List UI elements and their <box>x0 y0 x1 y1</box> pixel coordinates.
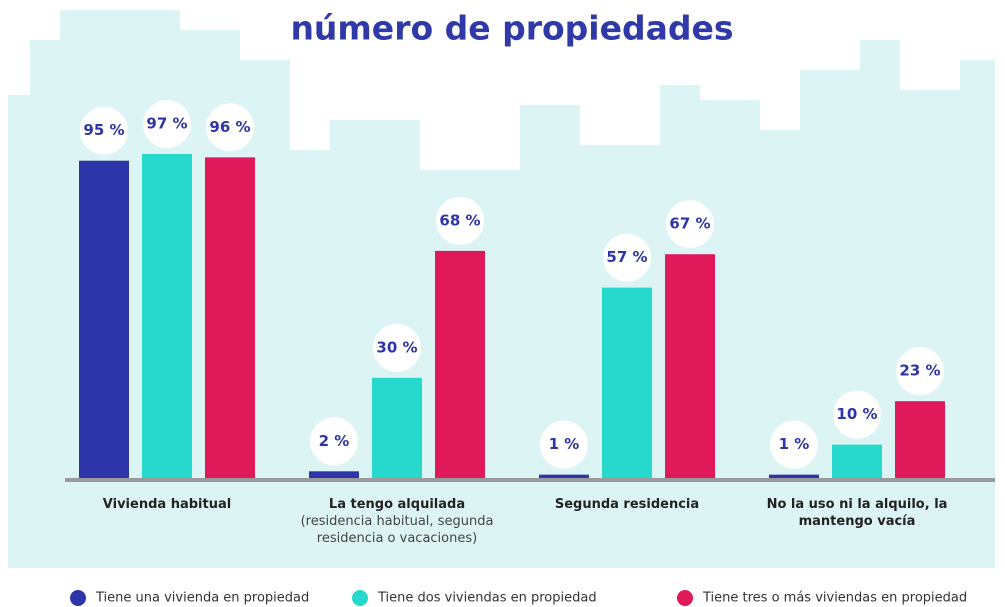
category-name: La tengo alquilada <box>328 497 466 512</box>
value-label: 23 % <box>899 362 940 380</box>
value-label-bubble <box>80 106 128 155</box>
bar <box>665 254 715 478</box>
value-label: 10 % <box>836 405 877 423</box>
value-label: 67 % <box>669 215 710 233</box>
value-label-bubble <box>666 200 714 249</box>
bar <box>142 154 192 478</box>
value-label: 95 % <box>83 121 124 139</box>
bar <box>309 471 359 478</box>
value-label: 68 % <box>439 211 480 229</box>
value-label-bubble <box>603 233 651 282</box>
value-label: 2 % <box>319 432 350 450</box>
value-label-bubble <box>896 347 944 396</box>
value-label-bubble <box>436 196 484 245</box>
value-label: 57 % <box>606 248 647 266</box>
value-label-bubble <box>833 390 881 439</box>
bar <box>602 287 652 478</box>
value-label-bubble <box>206 103 254 152</box>
category-label: Segunda residencia <box>517 496 737 513</box>
category-name: Vivienda habitual <box>102 497 232 512</box>
legend-swatch <box>677 590 693 606</box>
value-label: 1 % <box>779 435 810 453</box>
legend-label: Tiene una vivienda en propiedad <box>95 591 309 606</box>
legend-label: Tiene dos viviendas en propiedad <box>377 591 597 606</box>
value-label-bubble <box>373 323 421 372</box>
value-label-bubble <box>143 100 191 149</box>
category-label: La tengo alquilada (residencia habitual, … <box>287 496 507 547</box>
bar <box>205 157 255 479</box>
value-label: 1 % <box>549 435 580 453</box>
value-label-bubble <box>540 420 588 469</box>
value-label-bubble <box>770 420 818 469</box>
bar <box>79 160 129 478</box>
value-label: 30 % <box>376 338 417 356</box>
bar <box>372 377 422 478</box>
legend-swatch <box>70 590 86 606</box>
legend-label: Tiene tres o más viviendas en propiedad <box>702 591 967 606</box>
bar <box>832 444 882 478</box>
value-label: 97 % <box>146 115 187 133</box>
bar <box>769 474 819 478</box>
category-name: No la uso ni la alquilo, la mantengo vac… <box>766 497 948 529</box>
bar <box>435 250 485 478</box>
legend-swatch <box>352 590 368 606</box>
bar <box>539 474 589 478</box>
bar <box>895 401 945 478</box>
value-label: 96 % <box>209 118 250 136</box>
chart-title: número de propiedades <box>290 9 733 48</box>
category-name: Segunda residencia <box>554 497 700 512</box>
value-label-bubble <box>310 417 358 466</box>
category-label: No la uso ni la alquilo, la mantengo vac… <box>747 496 967 530</box>
category-note: (residencia habitual, segunda residencia… <box>300 514 494 546</box>
category-label: Vivienda habitual <box>57 496 277 513</box>
